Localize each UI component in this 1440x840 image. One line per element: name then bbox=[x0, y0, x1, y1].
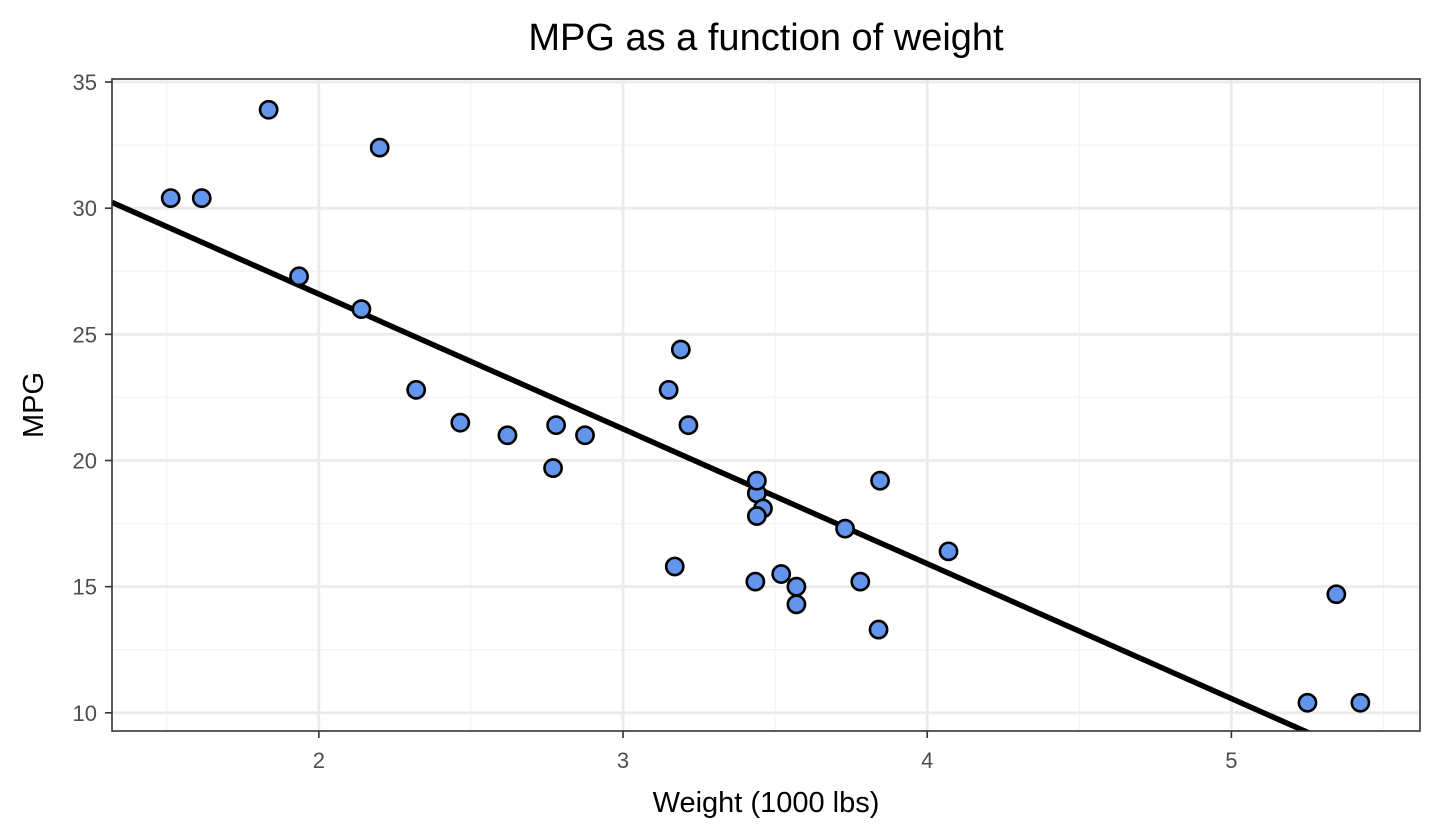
x-axis-title: Weight (1000 lbs) bbox=[653, 787, 880, 819]
data-point bbox=[546, 415, 567, 436]
y-tick-label: 30 bbox=[73, 196, 97, 221]
data-point bbox=[497, 425, 518, 446]
plot-panel bbox=[112, 79, 1420, 731]
data-point bbox=[678, 415, 699, 436]
x-axis: 2 3 4 5 bbox=[313, 731, 1238, 773]
data-point bbox=[351, 299, 372, 320]
y-tick-label: 35 bbox=[73, 70, 97, 95]
data-point bbox=[289, 266, 309, 287]
data-point bbox=[771, 564, 792, 584]
y-axis: 10 15 20 25 30 35 bbox=[73, 70, 112, 726]
panel-background bbox=[112, 79, 1420, 731]
x-tick-label: 2 bbox=[313, 748, 325, 773]
data-point bbox=[746, 470, 767, 491]
data-point bbox=[664, 556, 685, 577]
x-tick-label: 3 bbox=[617, 748, 629, 773]
panel-border-layer bbox=[111, 78, 1421, 732]
y-tick-label: 15 bbox=[73, 575, 97, 600]
data-point bbox=[870, 470, 890, 491]
data-point bbox=[786, 594, 807, 615]
data-point bbox=[160, 188, 181, 208]
y-axis-title: MPG bbox=[18, 372, 50, 438]
data-point bbox=[670, 339, 691, 360]
data-point bbox=[1350, 692, 1371, 713]
data-point bbox=[786, 576, 807, 597]
y-tick-label: 20 bbox=[73, 449, 97, 474]
data-point bbox=[835, 518, 855, 539]
data-point bbox=[406, 379, 427, 400]
data-point bbox=[543, 458, 563, 478]
data-point bbox=[575, 425, 595, 446]
panel-border bbox=[111, 78, 1421, 732]
data-point bbox=[369, 137, 390, 158]
y-tick-label: 25 bbox=[73, 322, 97, 347]
data-point bbox=[1297, 692, 1318, 713]
data-point bbox=[745, 571, 766, 592]
data-point bbox=[658, 379, 679, 400]
chart-title: MPG as a function of weight bbox=[528, 17, 1004, 59]
y-tick-label: 10 bbox=[73, 701, 97, 726]
data-point bbox=[1326, 584, 1347, 605]
data-points-layer bbox=[160, 99, 1371, 713]
x-tick-label: 4 bbox=[921, 748, 933, 773]
data-point bbox=[450, 412, 471, 433]
data-point bbox=[850, 571, 871, 592]
data-point bbox=[191, 188, 212, 208]
data-point bbox=[746, 506, 767, 526]
minor-gridlines bbox=[112, 79, 1420, 731]
data-point bbox=[938, 541, 959, 562]
data-point bbox=[258, 99, 279, 120]
data-point bbox=[868, 619, 889, 640]
major-gridlines bbox=[112, 79, 1420, 731]
x-tick-label: 5 bbox=[1225, 748, 1237, 773]
